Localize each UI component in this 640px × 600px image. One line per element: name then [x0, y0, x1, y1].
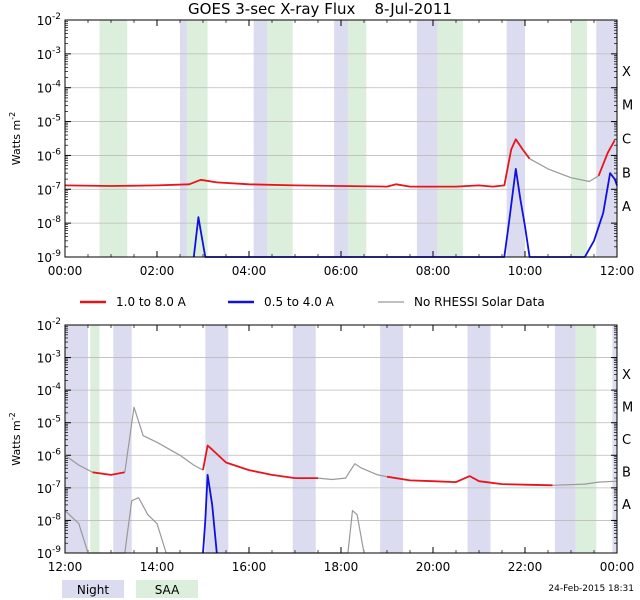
saa-band: [575, 325, 597, 553]
y-tick-label: 10-6: [37, 147, 62, 163]
flare-class-label: M: [622, 99, 633, 114]
x-tick-label: 18:00: [324, 560, 359, 574]
night-band: [65, 325, 88, 553]
y-tick-label: 10-5: [37, 415, 61, 431]
night-band: [253, 20, 268, 257]
series-line-no-rhessi-solar-data: [529, 158, 599, 183]
saa-band: [267, 20, 293, 257]
night-band: [113, 325, 132, 553]
x-tick-label: 08:00: [416, 264, 451, 278]
series-line-no-rhessi-solar-data: [317, 463, 388, 481]
x-tick-label: 12:00: [48, 560, 83, 574]
y-tick-label: 10-6: [37, 447, 62, 463]
y-tick-label: 10-3: [37, 350, 61, 366]
saa-band: [99, 20, 128, 257]
night-band: [292, 325, 316, 553]
series-line-0-5-to-4-0-a: [192, 167, 618, 258]
flare-class-label: A: [622, 200, 631, 215]
saa-band: [571, 20, 588, 257]
legend-label: 1.0 to 8.0 A: [116, 295, 187, 309]
x-tick-label: 16:00: [232, 560, 267, 574]
x-tick-label: 12:00: [600, 264, 635, 278]
y-tick-label: 10-2: [37, 317, 61, 333]
series-line-1-0-to-8-0-a: [202, 444, 318, 480]
night-band: [467, 325, 491, 553]
y-tick-label: 10-7: [37, 181, 61, 197]
series-line-0-5-to-4-0-a: [202, 473, 218, 554]
night-band: [334, 20, 348, 257]
footer-date: 24-Feb-2015 18:31: [548, 584, 634, 594]
y-tick-label: 10-4: [37, 80, 62, 96]
night-band: [205, 325, 229, 553]
saa-band: [90, 325, 100, 553]
night-band: [416, 20, 438, 257]
x-tick-label: 04:00: [232, 264, 267, 278]
flare-class-label: C: [622, 433, 631, 448]
legend-label: No RHESSI Solar Data: [414, 295, 545, 309]
shading-legend-label: Night: [77, 583, 110, 597]
series-line-1-0-to-8-0-a: [92, 471, 125, 476]
series-line-no-rhessi-solar-data: [552, 480, 618, 486]
flare-class-label: X: [622, 368, 631, 383]
flare-class-label: A: [622, 498, 631, 513]
y-tick-label: 10-9: [37, 545, 62, 561]
x-tick-label: 00:00: [600, 560, 635, 574]
y-tick-label: 10-7: [37, 480, 61, 496]
x-tick-label: 14:00: [140, 560, 175, 574]
shading-legend-swatch: [136, 580, 198, 598]
y-tick-label: 10-8: [37, 512, 62, 528]
x-tick-label: 06:00: [324, 264, 359, 278]
y-tick-label: 10-8: [37, 215, 62, 231]
y-tick-label: 10-3: [37, 46, 61, 62]
chart-panel-2: 10-2 10-3 10-4 10-5 10-6 10-7 10-8 10-912:00 14:…: [8, 317, 634, 574]
chart-title: GOES 3-sec X-ray Flux 8-Jul-2011: [188, 0, 452, 18]
saa-band: [437, 20, 463, 257]
y-tick-label: 10-9: [37, 249, 62, 265]
saa-band: [347, 20, 367, 257]
night-band: [612, 325, 617, 553]
flare-class-label: C: [622, 133, 631, 148]
y-axis-label: Watts m-2: [8, 412, 23, 465]
night-band: [180, 20, 187, 257]
series-line-no-rhessi-solar-data: [124, 406, 204, 473]
series-line-1-0-to-8-0-a: [64, 138, 531, 188]
series-line-1-0-to-8-0-a: [386, 475, 553, 487]
flare-class-label: B: [622, 166, 631, 181]
flare-class-label: M: [622, 400, 633, 415]
saa-band: [186, 20, 208, 257]
plot-frame: [64, 324, 618, 554]
x-tick-label: 22:00: [508, 560, 543, 574]
shading-legend-swatch: [62, 580, 124, 598]
flare-class-label: X: [622, 65, 631, 80]
y-tick-label: 10-4: [37, 382, 62, 398]
legend-label: 0.5 to 4.0 A: [264, 295, 335, 309]
shading-legend-label: SAA: [155, 583, 180, 597]
night-band: [596, 20, 617, 257]
y-tick-label: 10-2: [37, 12, 61, 28]
night-band: [554, 325, 576, 553]
series-line-1-0-to-8-0-a: [597, 139, 616, 177]
series-line-no-rhessi-solar-data: [64, 454, 93, 473]
x-tick-label: 10:00: [508, 264, 543, 278]
y-tick-label: 10-5: [37, 114, 61, 130]
chart-panel-1: 10-2 10-3 10-4 10-5 10-6 10-7 10-8 10-900:00 02:…: [8, 12, 634, 278]
x-tick-label: 20:00: [416, 560, 451, 574]
plot-frame: [64, 19, 618, 258]
x-tick-label: 02:00: [140, 264, 175, 278]
y-axis-label: Watts m-2: [8, 112, 23, 165]
night-band: [380, 325, 404, 553]
x-tick-label: 00:00: [48, 264, 83, 278]
flare-class-label: B: [622, 466, 631, 481]
